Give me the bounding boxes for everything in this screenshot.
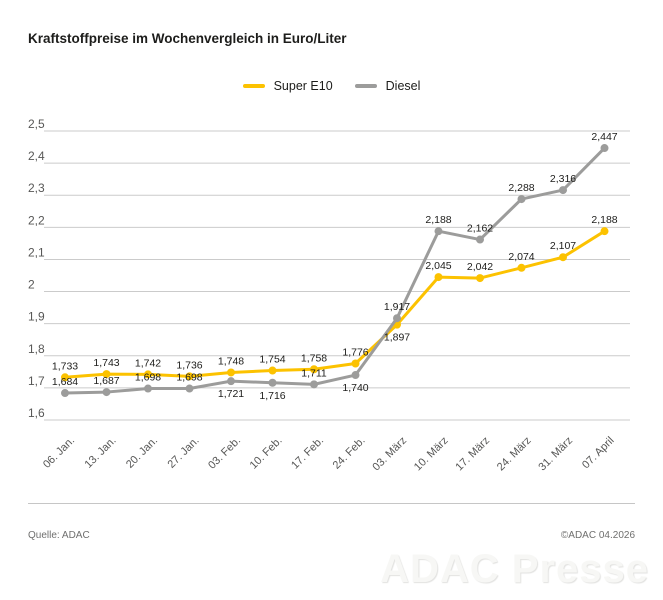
data-point-diesel [268,378,277,387]
adac-presse-watermark: ADAC Presse [380,547,649,591]
data-label-super-e10: 1,733 [52,360,78,372]
data-point-super-e10 [351,359,360,368]
data-label-diesel: 1,711 [301,367,327,379]
series-line-diesel [63,146,606,395]
x-axis-tick-label: 24. März [495,435,534,474]
chart-legend: Super E10 Diesel [0,79,663,93]
line-chart: 1,6 1,7 1,8 1,9 2 2,1 2,2 2,3 2,4 2,5 06. Jan. 13. … [0,105,663,505]
y-axis-tick-label: 2,3 [28,181,45,195]
data-point-diesel [559,186,567,195]
y-axis-tick-label: 2 [28,278,35,292]
data-label-super-e10: 1,742 [135,357,161,369]
data-point-super-e10 [310,365,318,374]
data-label-diesel: 1,684 [52,376,78,388]
x-axis-tick-label: 17. März [453,435,492,474]
data-label-super-e10: 2,045 [425,260,451,272]
data-label-super-e10: 2,107 [550,240,576,252]
data-point-diesel [600,144,609,153]
data-label-super-e10: 2,074 [508,251,534,263]
source-label: Quelle: ADAC [28,530,90,541]
data-point-diesel [102,388,111,397]
x-axis-tick-label: 10. März [412,435,451,474]
footer-divider [28,503,635,504]
legend-item-super-e10: Super E10 [242,79,333,93]
data-point-diesel [517,195,526,204]
data-label-super-e10: 1,736 [176,359,202,371]
x-axis-tick-label: 10. Feb. [248,435,285,472]
series-line-super-e10 [63,229,606,379]
data-label-diesel: 1,917 [384,301,410,313]
data-label-diesel: 1,698 [176,372,202,384]
data-label-super-e10: 2,042 [467,261,493,273]
data-label-super-e10: 1,758 [301,352,327,364]
data-point-super-e10 [185,372,194,381]
data-point-diesel [227,377,235,386]
x-axis-tick-label: 03. Feb. [206,435,243,472]
data-point-super-e10 [559,253,567,262]
x-axis-tick-label: 20. Jan. [124,435,160,471]
x-axis-tick-label: 03. März [370,435,409,474]
data-label-diesel: 1,740 [342,382,368,394]
legend-item-diesel: Diesel [354,79,421,93]
legend-label: Super E10 [273,79,333,93]
x-axis-tick-label: 13. Jan. [82,435,118,471]
y-axis-tick-label: 1,7 [28,374,45,388]
data-point-diesel [393,314,401,323]
data-point-super-e10 [227,368,235,377]
data-label-diesel: 2,162 [467,223,493,235]
data-point-super-e10 [517,263,526,272]
chart-title: Kraftstoffpreise im Wochenvergleich in E… [28,31,347,46]
y-axis-tick-label: 1,6 [28,406,45,420]
y-axis-tick-label: 1,9 [28,310,45,324]
data-point-diesel [185,384,194,393]
y-axis-tick-label: 2,1 [28,245,45,259]
data-point-diesel [310,380,318,389]
x-axis-tick-label: 17. Feb. [289,435,326,472]
y-axis-tick-label: 1,8 [28,342,45,356]
data-label-super-e10: 1,748 [218,355,244,367]
x-axis-tick-label: 24. Feb. [331,435,368,472]
data-label-super-e10: 1,743 [93,357,119,369]
chart-svg: 1,6 1,7 1,8 1,9 2 2,1 2,2 2,3 2,4 2,5 06. Jan. 13. … [28,117,630,474]
data-point-super-e10 [61,373,69,382]
data-label-diesel: 2,447 [591,131,617,143]
data-point-super-e10 [600,227,609,236]
data-label-super-e10: 1,754 [259,354,285,366]
y-axis-tick-label: 2,5 [28,117,45,131]
data-label-super-e10: 1,776 [342,346,368,358]
x-axis-tick-label: 07. April [580,435,617,472]
data-point-diesel [351,371,360,380]
data-point-super-e10 [144,370,152,379]
data-label-super-e10: 2,188 [591,214,617,226]
legend-swatch-super-e10 [242,84,265,88]
data-point-diesel [476,235,484,244]
data-label-super-e10: 1,897 [384,332,410,344]
y-axis-tick-label: 2,2 [28,213,45,227]
data-label-diesel: 2,288 [508,182,534,194]
data-label-diesel: 1,716 [259,390,285,402]
data-point-diesel [61,389,69,398]
data-label-diesel: 2,316 [550,173,576,185]
data-point-super-e10 [434,273,443,282]
data-point-super-e10 [102,370,111,379]
data-point-diesel [144,384,152,393]
data-point-diesel [434,227,443,236]
y-axis-tick-label: 2,4 [28,149,45,163]
data-label-diesel: 1,687 [93,375,119,387]
data-point-super-e10 [476,274,484,283]
legend-label: Diesel [385,79,421,93]
data-point-super-e10 [268,366,277,375]
x-axis-tick-label: 06. Jan. [41,435,77,471]
copyright-label: ©ADAC 04.2026 [560,530,635,541]
legend-swatch-diesel [354,84,377,88]
data-label-diesel: 1,698 [135,372,161,384]
x-axis-tick-label: 31. März [536,435,575,474]
x-axis-tick-label: 27. Jan. [165,435,201,471]
data-label-diesel: 2,188 [425,214,451,226]
data-label-diesel: 1,721 [218,388,244,400]
